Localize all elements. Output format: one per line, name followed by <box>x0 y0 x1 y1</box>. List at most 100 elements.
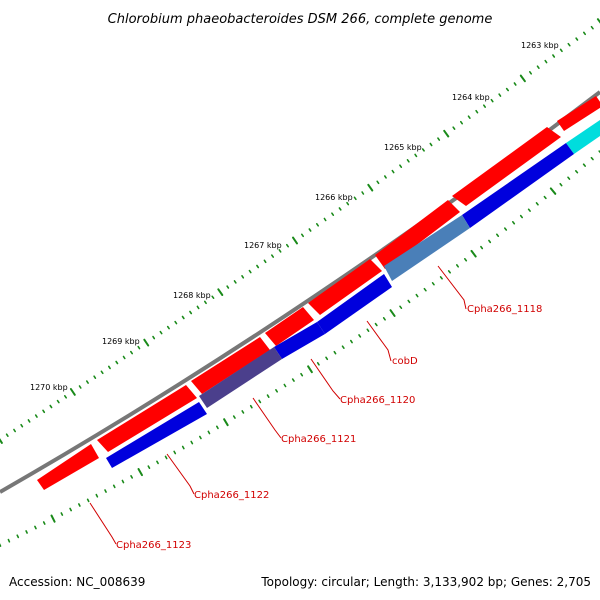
minor-tick <box>278 249 282 253</box>
forward-gene-arrow[interactable] <box>308 259 382 315</box>
minor-tick <box>181 315 185 320</box>
minor-tick <box>27 419 31 423</box>
minor-tick <box>505 87 510 92</box>
forward-gene-arrow[interactable] <box>265 307 314 346</box>
kbp-label: 1270 kbp <box>30 383 68 392</box>
kbp-label: 1265 kbp <box>384 143 422 152</box>
minor-tick <box>376 180 380 185</box>
minor-tick <box>527 208 531 212</box>
minor-tick <box>598 150 600 154</box>
kbp-label: 1269 kbp <box>102 337 140 346</box>
minor-tick <box>374 322 378 327</box>
minor-tick <box>108 365 111 370</box>
minor-tick <box>20 423 24 428</box>
minor-tick <box>308 228 312 232</box>
forward-gene-arrow[interactable] <box>557 96 600 131</box>
forward-gene-arrow[interactable] <box>97 385 197 452</box>
minor-tick <box>346 201 350 206</box>
minor-tick <box>56 399 60 404</box>
minor-tick <box>25 530 28 534</box>
major-tick <box>367 183 374 192</box>
minor-tick <box>439 276 443 280</box>
minor-tick <box>535 202 539 206</box>
gene-label-cobd[interactable]: cobD <box>392 356 418 367</box>
minor-tick <box>226 285 230 289</box>
gene-label-cpha266-1121[interactable]: Cpha266_1121 <box>281 434 356 445</box>
minor-tick <box>437 137 441 141</box>
forward-gene-arrow[interactable] <box>375 200 460 269</box>
forward-gene-arrow[interactable] <box>37 444 99 490</box>
kbp-labels: 1263 kbp 1264 kbp 1265 kbp 1266 kbp 1267… <box>30 41 559 392</box>
leader-line <box>89 502 117 545</box>
gene-label-leaders <box>89 265 467 545</box>
major-tick <box>470 249 477 258</box>
gene-cpha266-1121[interactable] <box>199 347 282 408</box>
minor-tick <box>216 425 219 430</box>
minor-tick <box>130 350 133 355</box>
minor-tick <box>341 345 345 350</box>
minor-tick <box>316 361 320 366</box>
minor-tick <box>0 543 2 547</box>
minor-tick <box>431 281 435 286</box>
minor-tick <box>399 305 403 310</box>
kbp-label: 1264 kbp <box>452 93 490 102</box>
accession-text: Accession: NC_008639 <box>9 575 145 589</box>
minor-tick <box>315 223 320 227</box>
minor-tick <box>100 370 104 375</box>
backbone-arc <box>0 90 600 494</box>
minor-tick <box>333 350 337 355</box>
major-tick <box>143 338 150 347</box>
minor-tick <box>248 269 252 274</box>
gene-label-cpha266-1122[interactable]: Cpha266_1122 <box>194 490 269 501</box>
minor-tick <box>7 538 11 543</box>
minor-tick <box>488 239 492 244</box>
minor-tick <box>519 214 524 219</box>
leader-line <box>310 358 341 400</box>
gene-cpha266-1122[interactable] <box>106 402 207 468</box>
minor-tick <box>567 176 571 180</box>
minor-tick <box>156 460 159 465</box>
gene-label-cpha266-1120[interactable]: Cpha266_1120 <box>340 395 415 406</box>
gene-label-cpha266-1123[interactable]: Cpha266_1123 <box>116 540 191 551</box>
minor-tick <box>190 440 194 445</box>
minor-tick <box>130 474 133 479</box>
minor-tick <box>199 435 202 440</box>
reverse-gene-arrow[interactable] <box>462 143 574 228</box>
minor-tick <box>552 54 556 58</box>
minor-tick <box>358 334 362 338</box>
gene-label-cpha266-1118[interactable]: Cpha266_1118 <box>467 304 542 315</box>
minor-tick <box>196 305 200 310</box>
minor-tick <box>122 355 126 360</box>
forward-gene-arrow[interactable] <box>191 337 270 394</box>
minor-tick <box>528 71 533 75</box>
minor-tick <box>34 525 37 530</box>
minor-tick <box>270 254 275 258</box>
minor-tick <box>112 484 116 489</box>
minor-tick <box>78 503 81 507</box>
minor-tick <box>241 410 245 414</box>
major-tick <box>50 514 56 523</box>
minor-tick <box>399 164 403 168</box>
gene-cpha266-1120[interactable] <box>274 322 325 359</box>
minor-tick <box>174 320 178 325</box>
minor-tick <box>467 115 471 119</box>
genome-summary-text: Topology: circular; Length: 3,133,902 bp… <box>260 575 591 589</box>
cyan-feature-arrow[interactable] <box>566 120 600 154</box>
minor-tick <box>511 221 516 225</box>
minor-tick <box>455 264 460 268</box>
minor-tick <box>559 182 563 187</box>
minor-tick <box>423 287 427 292</box>
minor-tick <box>104 489 107 493</box>
minor-tick <box>189 310 193 315</box>
minor-tick <box>574 170 579 174</box>
major-tick <box>217 288 224 296</box>
minor-tick <box>452 126 456 130</box>
minor-tick <box>115 360 119 365</box>
major-tick <box>0 438 3 444</box>
gene-cobd[interactable] <box>317 274 392 334</box>
minor-tick <box>325 356 329 361</box>
minor-tick <box>147 465 151 470</box>
leader-line <box>252 397 282 439</box>
gene-cpha266-1118[interactable] <box>384 215 470 281</box>
forward-gene-arrow[interactable] <box>452 127 561 206</box>
